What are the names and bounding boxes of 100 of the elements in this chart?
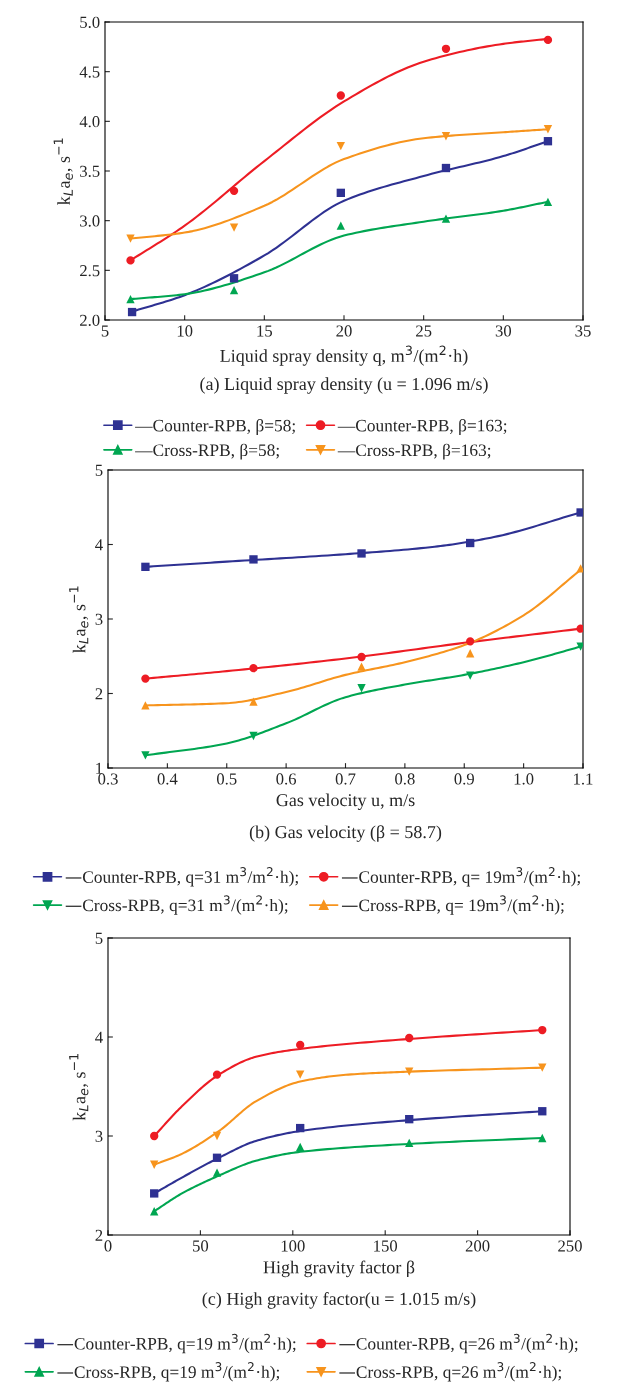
legend-label: —Counter-RPB, q=19 m$^{3}$/(m$^{2}$·h); bbox=[57, 1333, 296, 1354]
x-tick-label: 0.8 bbox=[395, 773, 415, 785]
x-tick-label: 30 bbox=[495, 325, 512, 337]
y-tick-label: 1 bbox=[96, 762, 103, 774]
x-tick-label: 0 bbox=[104, 1240, 112, 1252]
point bbox=[336, 142, 345, 151]
point bbox=[543, 197, 553, 206]
point bbox=[296, 1123, 305, 1133]
point bbox=[150, 1207, 159, 1216]
y-axis-title: k$_{L}$a$_{e}$, s$^{−1}$ bbox=[53, 138, 73, 205]
point bbox=[357, 662, 366, 671]
legend-label: —Cross-RPB, q= 19m$^{3}$/(m$^{2}$·h); bbox=[341, 895, 564, 915]
point bbox=[336, 188, 345, 198]
y-tick-label: 2 bbox=[95, 688, 103, 700]
legend-label: —Cross-RPB, q=26 m$^{3}$/(m$^{2}$·h); bbox=[339, 1362, 561, 1382]
x-tick-label: 150 bbox=[374, 1240, 398, 1252]
point bbox=[141, 751, 150, 760]
y-tick-label: 5 bbox=[95, 932, 103, 944]
y-axis-title: k$_{L}$a$_{e}$, s$^{−1}$ bbox=[69, 1053, 89, 1121]
point bbox=[405, 1067, 414, 1076]
point bbox=[538, 1133, 547, 1143]
point bbox=[441, 44, 451, 53]
y-tick-label: 2.5 bbox=[80, 265, 100, 277]
point bbox=[543, 137, 553, 146]
x-tick-label: 250 bbox=[558, 1240, 582, 1252]
point bbox=[441, 163, 451, 173]
y-tick-label: 4.5 bbox=[79, 66, 100, 78]
point bbox=[126, 294, 135, 304]
point bbox=[141, 562, 150, 572]
point bbox=[212, 1131, 222, 1141]
x-tick-label: 0.3 bbox=[98, 773, 118, 785]
x-tick-label: 50 bbox=[193, 1240, 209, 1252]
point bbox=[576, 642, 583, 651]
point bbox=[296, 1070, 305, 1079]
x-tick-label: 100 bbox=[281, 1240, 305, 1252]
point bbox=[229, 186, 239, 196]
point bbox=[405, 1033, 414, 1043]
point bbox=[405, 1138, 414, 1148]
x-tick-label: 0.7 bbox=[335, 773, 356, 785]
point bbox=[538, 1025, 547, 1035]
y-tick-label: 3 bbox=[95, 613, 103, 625]
point bbox=[357, 684, 366, 693]
point bbox=[538, 1107, 547, 1116]
x-tick-label: 0.6 bbox=[276, 773, 297, 785]
legend-label: —Cross-RPB, β=58; bbox=[135, 443, 279, 460]
y-tick-label: 4.0 bbox=[79, 116, 100, 128]
x-axis-title: High gravity factor β bbox=[263, 1260, 415, 1278]
point bbox=[212, 1070, 222, 1079]
point bbox=[441, 132, 451, 141]
point bbox=[212, 1168, 222, 1177]
point bbox=[127, 307, 137, 317]
x-tick-label: 10 bbox=[177, 325, 193, 337]
point bbox=[576, 508, 583, 517]
legend-label: —Counter-RPB, q=31 m$^{3}$/m$^{2}$·h); bbox=[65, 867, 298, 887]
text: (b) Gas velocity (β = 58.7) bbox=[249, 825, 442, 842]
legend-label: —Cross-RPB, q=19 m$^{3}$/(m$^{2}$·h); bbox=[57, 1362, 280, 1382]
point bbox=[229, 286, 239, 295]
point bbox=[150, 1131, 159, 1141]
x-tick-label: 20 bbox=[336, 325, 352, 337]
point bbox=[229, 223, 239, 232]
point bbox=[466, 671, 475, 680]
point bbox=[229, 274, 239, 283]
point bbox=[357, 652, 366, 662]
point bbox=[249, 664, 258, 673]
point bbox=[576, 564, 583, 573]
x-tick-label: 0.9 bbox=[454, 773, 474, 785]
legend-label: —Counter-RPB, β=58; bbox=[135, 419, 295, 435]
point bbox=[543, 125, 553, 134]
y-tick-label: 4 bbox=[95, 1031, 103, 1043]
point bbox=[249, 555, 258, 564]
x-tick-label: 0.4 bbox=[157, 773, 178, 785]
point bbox=[249, 731, 258, 741]
point bbox=[126, 256, 135, 265]
point bbox=[249, 697, 258, 706]
point bbox=[576, 624, 583, 633]
legend-label: —Counter-RPB, q=26 m$^{3}$/(m$^{2}$·h); bbox=[339, 1333, 578, 1354]
x-tick-label: 1.0 bbox=[514, 773, 534, 785]
point bbox=[141, 674, 150, 683]
y-tick-label: 3.0 bbox=[80, 215, 100, 227]
point bbox=[466, 649, 475, 658]
point bbox=[357, 549, 366, 558]
y-tick-label: 3 bbox=[95, 1130, 103, 1142]
point bbox=[466, 538, 475, 548]
y-tick-label: 4 bbox=[95, 539, 103, 551]
y-tick-label: 2.0 bbox=[80, 314, 100, 327]
y-tick-label: 2 bbox=[95, 1229, 103, 1241]
x-tick-label: 200 bbox=[465, 1240, 490, 1252]
point bbox=[441, 214, 451, 223]
x-tick-label: 25 bbox=[416, 325, 432, 337]
x-tick-label: 0.5 bbox=[216, 773, 237, 785]
point bbox=[466, 637, 475, 646]
text: (a) Liquid spray density (u = 1.096 m/s) bbox=[200, 377, 488, 394]
point bbox=[212, 1153, 222, 1162]
x-tick-label: 35 bbox=[575, 325, 591, 337]
legend-label: —Cross-RPB, q=31 m$^{3}$/(m$^{2}$·h); bbox=[65, 895, 288, 915]
point bbox=[141, 701, 150, 710]
point bbox=[296, 1142, 305, 1152]
y-tick-label: 5.0 bbox=[80, 16, 100, 29]
y-axis-title: k$_{L}$a$_{e}$, s$^{−1}$ bbox=[69, 586, 89, 653]
y-tick-label: 3.5 bbox=[80, 165, 100, 178]
